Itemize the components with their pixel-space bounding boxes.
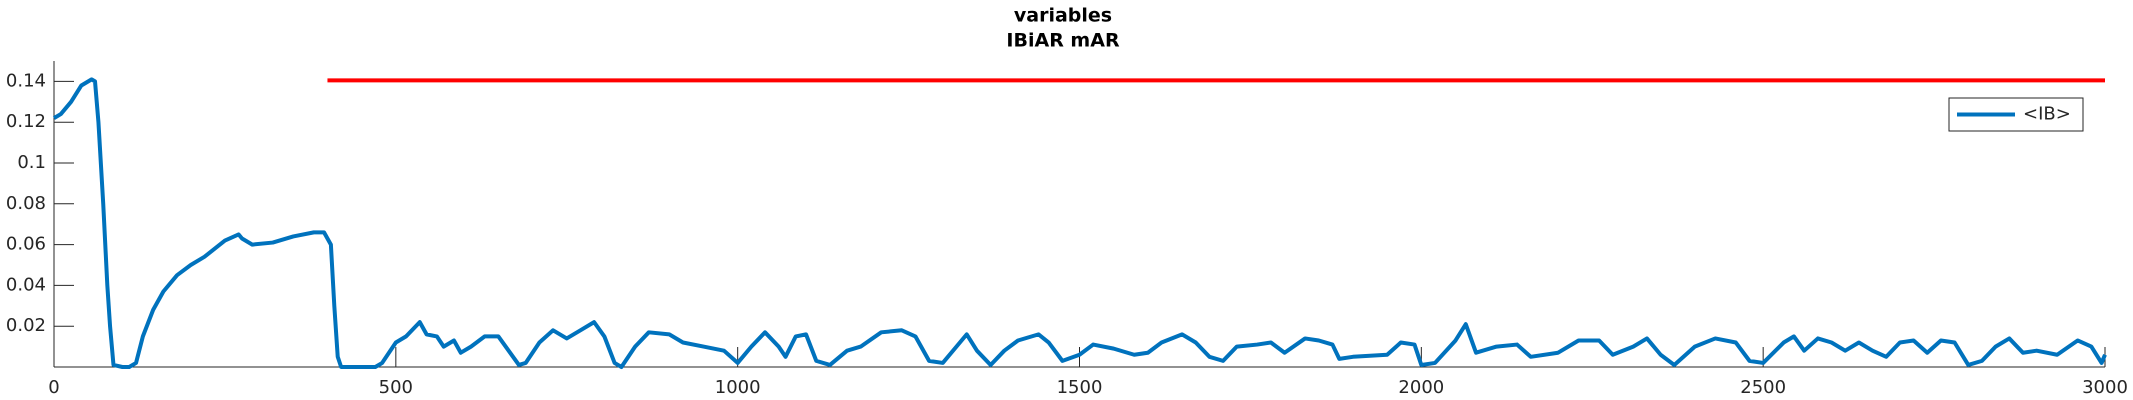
y-tick-label: 0.06	[6, 234, 46, 255]
series-line	[52, 77, 2107, 369]
x-tick-label: 2000	[1398, 377, 1444, 398]
y-tick-label: 0.02	[6, 315, 46, 336]
y-tick-label: 0.14	[6, 70, 46, 91]
x-tick-label: 2500	[1740, 377, 1786, 398]
legend-label: <IB>	[2023, 104, 2071, 125]
y-tick-label: 0.04	[6, 274, 46, 295]
x-tick-label: 3000	[2082, 377, 2128, 398]
x-tick-label: 1500	[1057, 377, 1103, 398]
y-tick-label: 0.1	[17, 152, 46, 173]
y-tick-label: 0.08	[6, 193, 46, 214]
x-tick-label: 1000	[715, 377, 761, 398]
chart-subtitle: IBiAR mAR	[1006, 30, 1120, 52]
x-tick-label: 0	[48, 377, 59, 398]
x-tick-label: 500	[379, 377, 413, 398]
y-tick-label: 0.12	[6, 111, 46, 132]
chart-title: variables	[1014, 5, 1112, 27]
